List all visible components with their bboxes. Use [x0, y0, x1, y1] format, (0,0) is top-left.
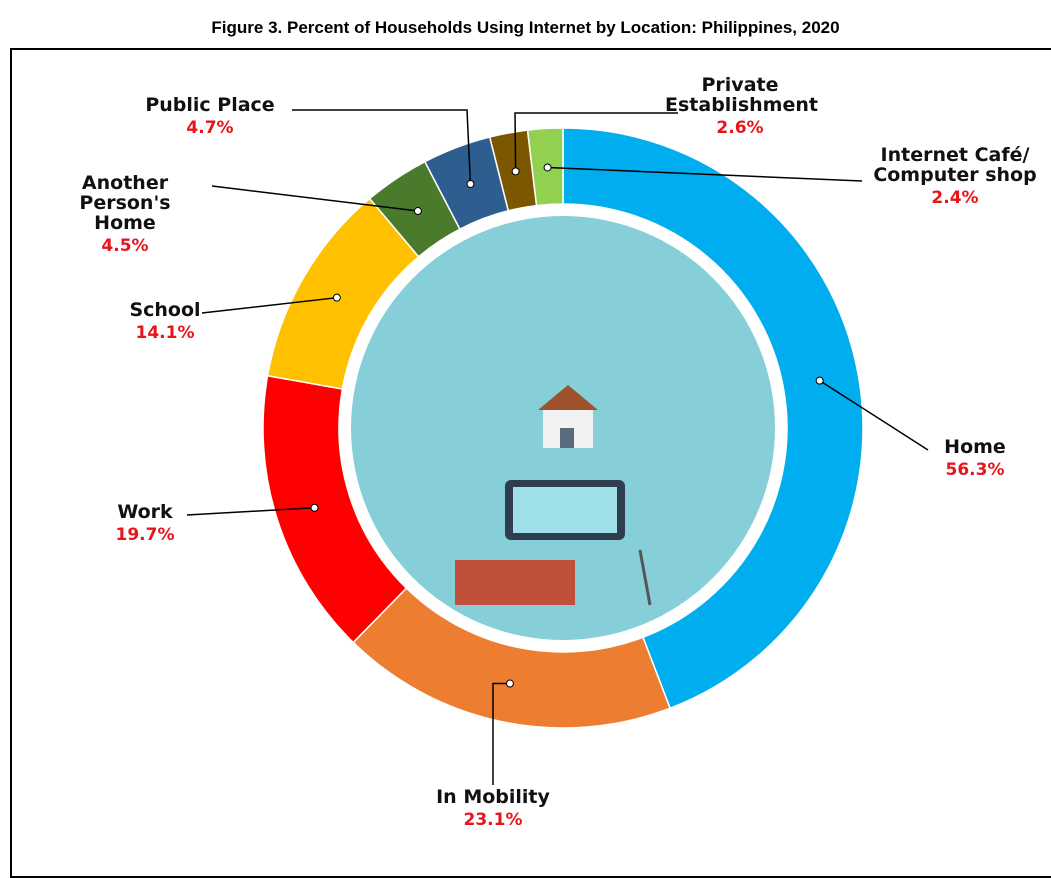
value-label: 23.1%	[413, 812, 573, 830]
page: Figure 3. Percent of Households Using In…	[0, 0, 1051, 860]
value-label: 4.5%	[50, 238, 200, 256]
value-label: 2.4%	[860, 190, 1050, 208]
category-label: Public Place	[125, 96, 295, 116]
leader-dot	[414, 208, 421, 215]
category-label: Work	[100, 503, 190, 523]
leader-dot	[816, 377, 823, 384]
leader-dot	[544, 164, 551, 171]
value-label: 19.7%	[100, 527, 190, 545]
segment-label: Another Person's Home 4.5%	[50, 174, 200, 256]
category-label: In Mobility	[413, 788, 573, 808]
category-label: Private Establishment	[665, 76, 815, 116]
segment-label: In Mobility 23.1%	[413, 788, 573, 830]
value-label: 2.6%	[665, 120, 815, 138]
value-label: 56.3%	[905, 462, 1045, 480]
leader-dot	[512, 168, 519, 175]
category-label: School	[120, 301, 210, 321]
segment-label: Internet Café/ Computer shop 2.4%	[860, 146, 1050, 208]
category-label: Internet Café/ Computer shop	[860, 146, 1050, 186]
leader-dot	[333, 294, 340, 301]
value-label: 4.7%	[125, 120, 295, 138]
category-label: Home	[905, 438, 1045, 458]
leader-dot	[506, 680, 513, 687]
category-label: Another Person's Home	[50, 174, 200, 234]
segment-label: Private Establishment 2.6%	[665, 76, 815, 138]
segment-label: Work 19.7%	[100, 503, 190, 545]
leader-dot	[467, 180, 474, 187]
value-label: 14.1%	[120, 325, 210, 343]
segment-label: Home 56.3%	[905, 438, 1045, 480]
segment-label: School 14.1%	[120, 301, 210, 343]
segment-label: Public Place 4.7%	[125, 96, 295, 138]
leader-dot	[311, 504, 318, 511]
